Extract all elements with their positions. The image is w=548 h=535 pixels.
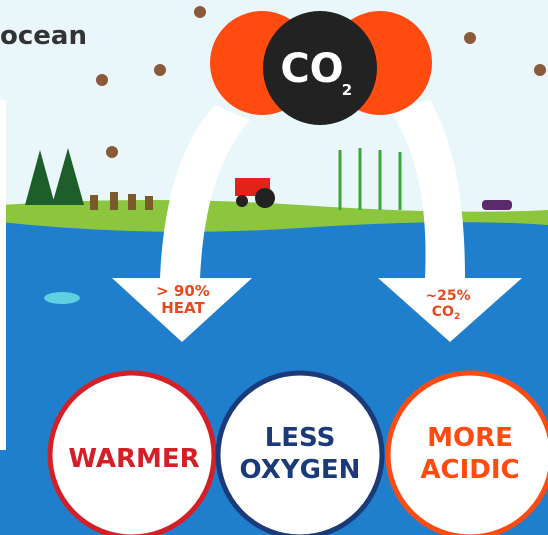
effect-label: MORE (427, 423, 513, 453)
arrow-label: > 90% (156, 282, 210, 300)
arrow-label: ~25% (425, 288, 470, 304)
fish (44, 292, 80, 304)
arrow-label: HEAT (161, 299, 205, 317)
arrow-label: CO (432, 304, 454, 320)
side-panel (0, 100, 6, 450)
molecule-sub: 2 (342, 81, 352, 99)
car (482, 200, 512, 210)
arrow-label-sub: 2 (454, 312, 460, 322)
subtitle: ocean (0, 21, 87, 51)
effect-label: WARMER (68, 444, 199, 474)
effect-circle (388, 373, 548, 535)
effect-label: LESS (265, 423, 336, 453)
molecule-label: CO (280, 46, 343, 92)
infographic: ocean > 90% HEAT ~25% CO2 CO 2 WARMER LE… (0, 0, 548, 535)
effect-label: OXYGEN (240, 455, 361, 485)
effect-label: ACIDIC (420, 455, 519, 485)
effect-circle (218, 373, 382, 535)
